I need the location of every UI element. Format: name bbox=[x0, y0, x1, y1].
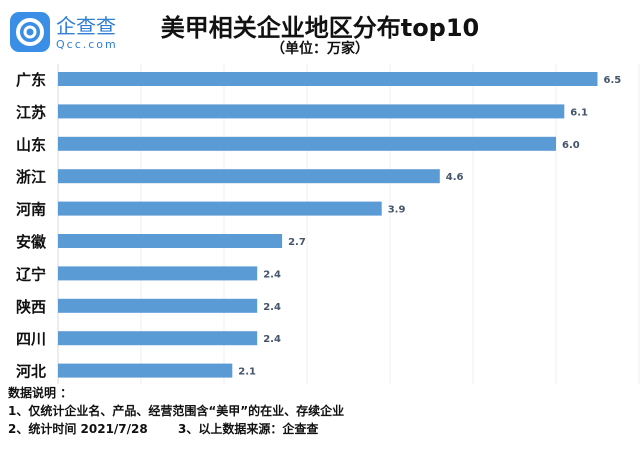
notes-line-1: 1、仅统计企业名、产品、经营范围含“美甲”的在业、存续企业 bbox=[8, 404, 345, 418]
category-label: 安徽 bbox=[16, 233, 47, 251]
value-label: 2.7 bbox=[288, 237, 306, 248]
bar bbox=[58, 298, 258, 313]
bar bbox=[58, 72, 598, 86]
bar bbox=[58, 201, 382, 216]
bar bbox=[58, 136, 556, 151]
value-label: 2.1 bbox=[238, 367, 256, 378]
category-label: 四川 bbox=[16, 330, 46, 348]
bar bbox=[58, 363, 233, 378]
value-label: 3.9 bbox=[388, 205, 406, 216]
category-label: 浙江 bbox=[16, 168, 46, 186]
notes-line-2a: 2、统计时间 2021/7/28 bbox=[8, 422, 148, 436]
chart-subtitle: （单位：万家） bbox=[271, 41, 369, 57]
logo-sub: Qcc.com bbox=[56, 38, 118, 51]
category-label: 河北 bbox=[16, 363, 46, 381]
value-label: 2.4 bbox=[263, 302, 281, 313]
value-label: 6.5 bbox=[604, 75, 622, 86]
bar bbox=[58, 331, 258, 346]
category-label: 河南 bbox=[16, 201, 46, 219]
category-label: 山东 bbox=[16, 136, 46, 154]
logo-name: 企查查 bbox=[56, 14, 116, 38]
category-label: 陕西 bbox=[16, 298, 46, 316]
bar bbox=[58, 234, 283, 248]
chart-title: 美甲相关企业地区分布top10 bbox=[160, 14, 480, 42]
value-label: 2.4 bbox=[263, 269, 281, 280]
value-label: 6.1 bbox=[570, 107, 588, 118]
notes-line-2b: 3、以上数据来源：企查查 bbox=[178, 422, 319, 436]
value-label: 2.4 bbox=[263, 334, 281, 345]
bar bbox=[58, 104, 565, 119]
value-label: 6.0 bbox=[562, 140, 580, 151]
bar bbox=[58, 266, 258, 281]
bar bbox=[58, 169, 440, 184]
category-label: 江苏 bbox=[16, 103, 46, 121]
category-label: 广东 bbox=[16, 71, 46, 89]
qcc-logo-icon bbox=[10, 12, 50, 52]
category-label: 辽宁 bbox=[16, 265, 46, 283]
value-label: 4.6 bbox=[446, 172, 464, 183]
notes-heading: 数据说明 ： bbox=[8, 386, 73, 400]
